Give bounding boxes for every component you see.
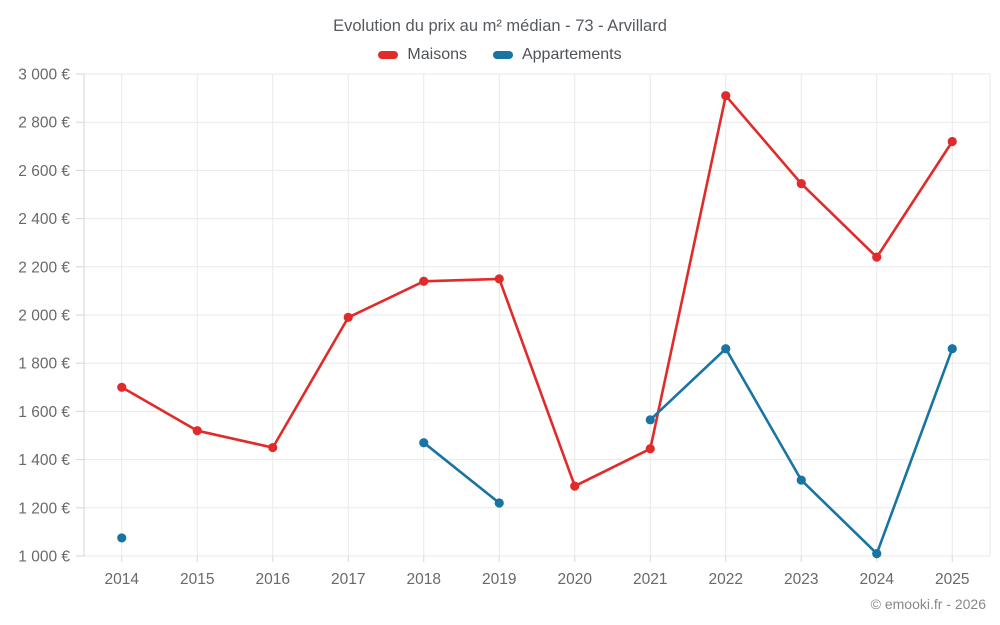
x-axis-label: 2018	[407, 571, 441, 588]
point-maisons-2020[interactable]	[570, 481, 580, 491]
y-axis-label: 3 000 €	[18, 67, 70, 84]
point-appartements-2018[interactable]	[419, 438, 429, 448]
x-axis-label: 2017	[331, 571, 365, 588]
point-appartements-2024[interactable]	[872, 548, 882, 559]
legend-item-appartements[interactable]: Appartements	[492, 46, 622, 64]
x-axis-label: 2015	[180, 571, 214, 588]
y-axis-label: 1 400 €	[18, 452, 70, 469]
point-appartements-2022[interactable]	[721, 344, 731, 354]
point-appartements-2025[interactable]	[947, 344, 957, 354]
x-axis-label: 2014	[105, 571, 140, 588]
y-axis-label: 1 000 €	[18, 549, 70, 566]
series-line-maisons	[120, 94, 954, 488]
y-axis-label: 2 400 €	[18, 211, 70, 228]
y-axis-label: 2 800 €	[18, 115, 70, 132]
point-appartements-2019[interactable]	[494, 498, 504, 508]
point-maisons-2015[interactable]	[192, 426, 202, 436]
maisons-series-swatch-icon	[378, 51, 399, 59]
x-axis-label: 2022	[709, 571, 743, 588]
point-maisons-2018[interactable]	[419, 276, 429, 286]
point-maisons-2016[interactable]	[268, 442, 278, 453]
x-axis-label: 2016	[256, 571, 290, 588]
x-axis-label: 2023	[784, 571, 818, 588]
x-axis-label: 2025	[935, 571, 969, 588]
point-maisons-2024[interactable]	[872, 252, 882, 262]
y-axis-label: 2 000 €	[18, 308, 70, 325]
y-axis-label: 2 200 €	[18, 259, 70, 276]
point-maisons-2014[interactable]	[117, 382, 127, 392]
copyright-credit: © emooki.fr - 2026	[870, 596, 986, 612]
legend-label-maisons: Maisons	[407, 46, 467, 63]
point-maisons-2022[interactable]	[721, 91, 731, 101]
y-axis-label: 1 200 €	[18, 500, 70, 517]
y-axis-label: 1 600 €	[18, 404, 70, 421]
legend-item-maisons[interactable]: Maisons	[378, 46, 467, 64]
chart-title: Evolution du prix au m² médian - 73 - Ar…	[333, 17, 667, 35]
series-line-appartements	[422, 441, 501, 505]
point-maisons-2025[interactable]	[947, 136, 957, 147]
point-appartements-2023[interactable]	[796, 475, 806, 485]
point-maisons-2023[interactable]	[796, 179, 806, 189]
x-axis-label: 2024	[860, 571, 895, 588]
y-axis-label: 1 800 €	[18, 356, 70, 373]
y-axis-label: 2 600 €	[18, 163, 70, 180]
legend-label-appartements: Appartements	[521, 46, 622, 63]
x-axis-label: 2020	[558, 571, 593, 588]
appartements-series-swatch-icon	[492, 51, 513, 59]
point-maisons-2019[interactable]	[494, 274, 504, 284]
point-maisons-2017[interactable]	[343, 312, 353, 323]
legend: Maisons Appartements	[0, 46, 1000, 64]
x-axis-label: 2021	[633, 571, 667, 588]
x-axis-label: 2019	[482, 571, 516, 588]
point-appartements-2021[interactable]	[645, 415, 655, 425]
point-maisons-2021[interactable]	[645, 444, 655, 454]
point-appartements-2014[interactable]	[117, 533, 127, 543]
